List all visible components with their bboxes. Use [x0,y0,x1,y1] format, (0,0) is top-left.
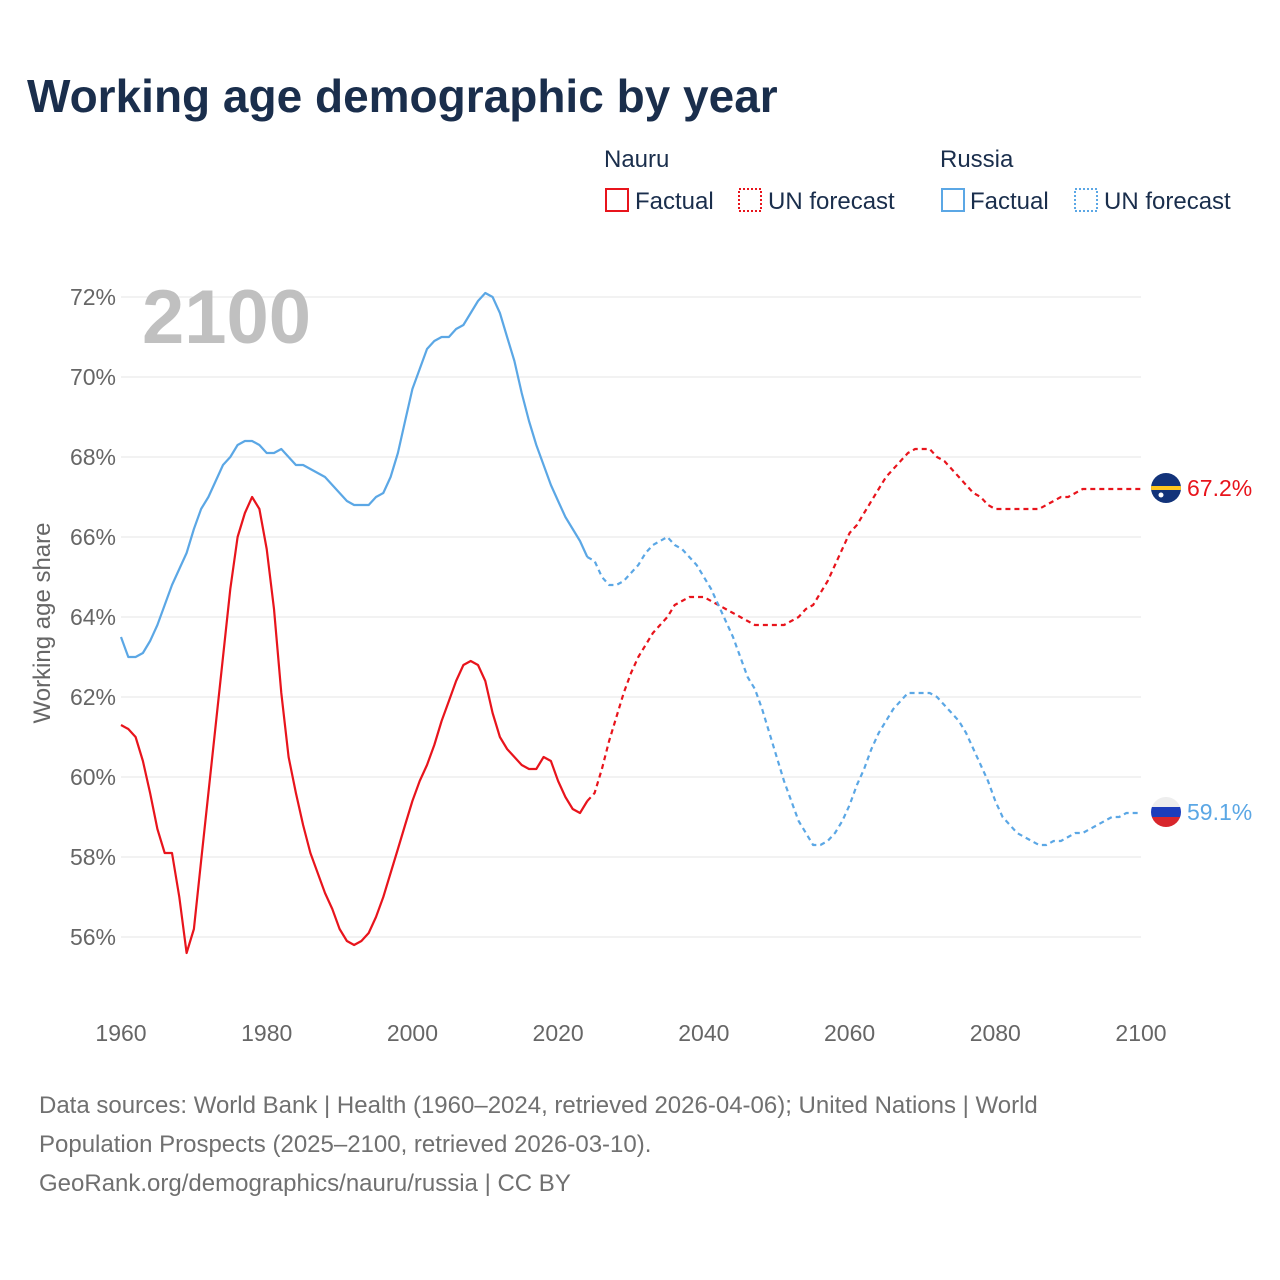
legend-russia-factual-label[interactable]: Factual [970,188,1049,215]
x-tick-label: 1960 [95,1020,146,1046]
legend-russia-forecast-swatch[interactable] [1074,188,1098,212]
legend-group-russia-title: Russia [940,146,1014,173]
y-axis-tick-labels: 56% 58% 60% 62% 64% 66% 68% 70% 72% [70,284,116,950]
x-tick-label: 2020 [533,1020,584,1046]
gridlines [121,296,1141,938]
year-watermark: 2100 [142,275,311,360]
y-tick-label: 66% [70,524,116,550]
chart-title: Working age demographic by year [27,70,778,122]
nauru-forecast-line [586,447,1141,802]
x-tick-label: 1980 [241,1020,292,1046]
y-tick-label: 68% [70,444,116,470]
source-line-3[interactable]: GeoRank.org/demographics/nauru/russia | … [39,1170,571,1197]
legend-nauru-factual-swatch[interactable] [605,188,629,212]
x-axis-tick-labels: 1960 1980 2000 2020 2040 2060 2080 2100 [95,1020,1166,1046]
x-tick-label: 2000 [387,1020,438,1046]
legend-russia-forecast-label[interactable]: UN forecast [1104,188,1231,215]
source-line-2: Population Prospects (2025–2100, retriev… [39,1131,651,1158]
y-tick-label: 58% [70,844,116,870]
x-tick-label: 2080 [970,1020,1021,1046]
y-tick-label: 56% [70,924,116,950]
legend-nauru-factual-label[interactable]: Factual [635,188,714,215]
russia-forecast-line [586,535,1141,847]
y-axis-label: Working age share [29,523,56,724]
legend-group-nauru-title: Nauru [604,146,669,173]
russia-factual-line [119,291,589,659]
y-tick-label: 62% [70,684,116,710]
nauru-factual-line [120,495,589,955]
legend-nauru-forecast-label[interactable]: UN forecast [768,188,895,215]
legend-nauru-forecast-swatch[interactable] [738,188,762,212]
x-tick-label: 2060 [824,1020,875,1046]
y-tick-label: 64% [70,604,116,630]
russia-flag-icon [1151,797,1181,827]
x-tick-label: 2100 [1115,1020,1166,1046]
russia-end-label: 59.1% [1187,799,1252,825]
y-tick-label: 70% [70,364,116,390]
series-lines [119,291,1141,955]
y-tick-label: 72% [70,284,116,310]
legend-russia-factual-swatch[interactable] [941,188,965,212]
x-tick-label: 2040 [678,1020,729,1046]
y-tick-label: 60% [70,764,116,790]
nauru-flag-icon [1151,473,1181,503]
legend[interactable]: Nauru Factual UN forecast Russia Factual… [604,146,1231,215]
source-line-1: Data sources: World Bank | Health (1960–… [39,1092,1038,1119]
nauru-end-label: 67.2% [1187,475,1252,501]
